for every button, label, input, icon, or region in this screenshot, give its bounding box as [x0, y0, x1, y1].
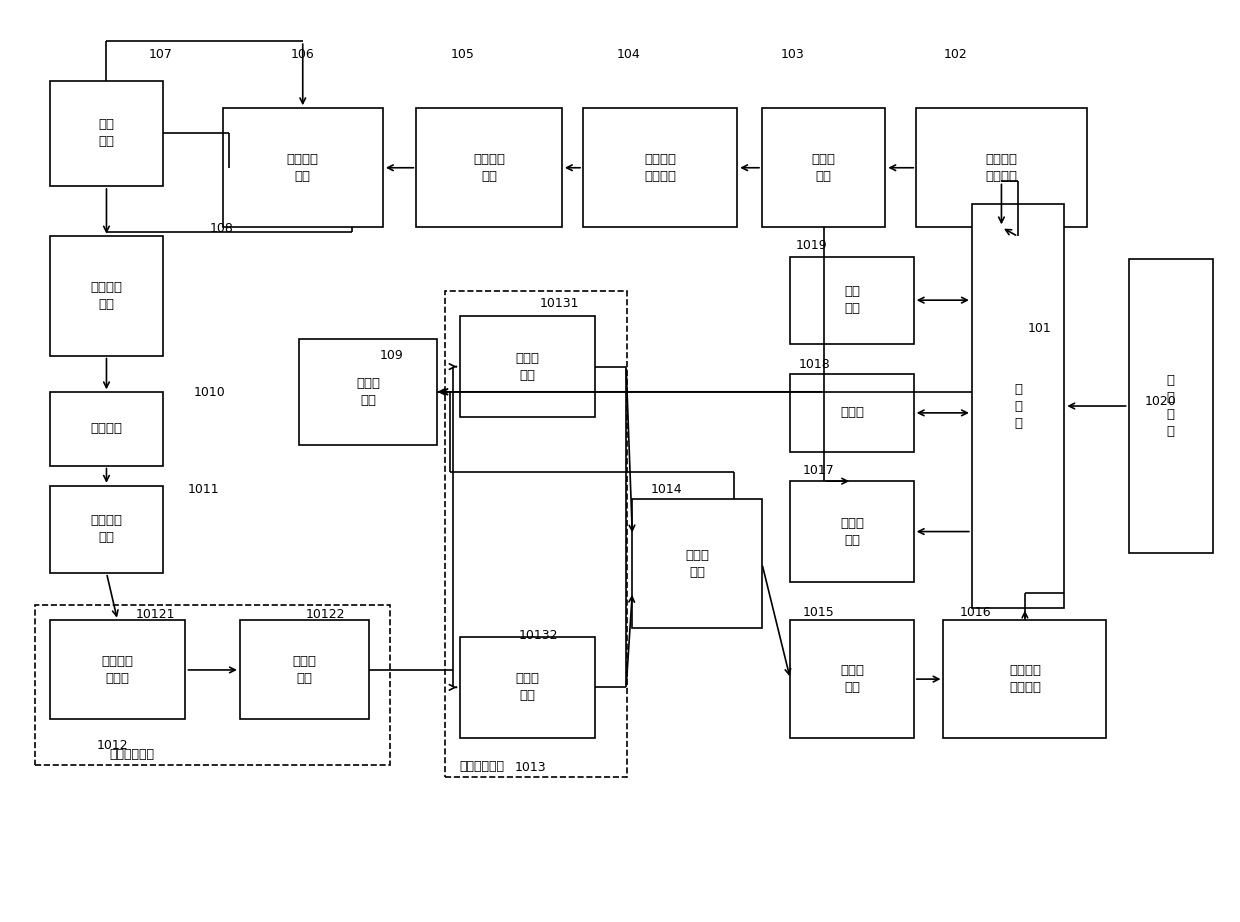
Text: 滖回比
较器: 滖回比 较器	[516, 672, 539, 703]
Text: 单
片
机: 单 片 机	[1014, 383, 1022, 430]
Bar	[35, 605, 391, 765]
Text: 按键组: 按键组	[839, 407, 864, 420]
Text: 阻抗匹配
电路: 阻抗匹配 电路	[91, 514, 123, 544]
Text: 输出光电
隔离电路: 输出光电 隔离电路	[986, 153, 1018, 183]
Text: 101: 101	[1028, 322, 1052, 335]
Text: 1012: 1012	[97, 739, 128, 752]
Text: 1010: 1010	[195, 385, 226, 398]
Bar	[445, 291, 627, 777]
Bar	[761, 108, 885, 228]
Text: 输入光电
隔离电路: 输入光电 隔离电路	[1009, 664, 1040, 694]
Text: 超声波换
能器: 超声波换 能器	[91, 281, 123, 311]
Text: 阻尼
电路: 阻尼 电路	[98, 118, 114, 148]
Text: 液晶显
示屏: 液晶显 示屏	[839, 516, 864, 547]
Bar	[460, 637, 595, 738]
Text: 10131: 10131	[539, 297, 579, 310]
Text: 1015: 1015	[802, 606, 835, 619]
Bar	[944, 621, 1106, 738]
Text: 1013: 1013	[515, 762, 547, 774]
Text: 109: 109	[379, 349, 403, 362]
Text: 高压脉冲
电路: 高压脉冲 电路	[286, 153, 319, 183]
Text: 温度传
感器: 温度传 感器	[356, 377, 381, 407]
Text: 106: 106	[290, 49, 314, 62]
Bar	[222, 108, 383, 228]
Text: 107: 107	[149, 49, 172, 62]
Text: 1018: 1018	[799, 358, 831, 372]
Text: 直流升压
电路: 直流升压 电路	[474, 153, 505, 183]
Text: 信号输
出端: 信号输 出端	[812, 153, 836, 183]
Text: 放大滤波电路: 放大滤波电路	[109, 748, 154, 761]
Text: 1011: 1011	[188, 483, 219, 496]
Text: 限幅电路: 限幅电路	[91, 422, 123, 435]
Bar	[460, 316, 595, 417]
Text: 10132: 10132	[518, 630, 558, 643]
Bar	[50, 621, 186, 719]
Text: 过零比
较器: 过零比 较器	[516, 351, 539, 382]
Bar	[583, 108, 738, 228]
Text: 电
源
电
路: 电 源 电 路	[1167, 374, 1174, 438]
Bar	[50, 486, 164, 573]
Text: 102: 102	[944, 49, 967, 62]
Text: 1016: 1016	[960, 606, 991, 619]
Bar	[972, 205, 1064, 608]
Bar	[916, 108, 1086, 228]
Text: 105: 105	[451, 49, 475, 62]
Bar	[50, 392, 164, 466]
Text: 104: 104	[616, 49, 640, 62]
Text: 信号输
出端: 信号输 出端	[839, 664, 864, 694]
Text: 10122: 10122	[305, 609, 345, 621]
Text: 108: 108	[210, 221, 234, 234]
Text: 过零检测电路: 过零检测电路	[460, 760, 505, 773]
Bar	[790, 256, 914, 344]
Text: 带通滤
波器: 带通滤 波器	[293, 655, 316, 685]
Text: 1020: 1020	[1145, 395, 1177, 408]
Text: 通信
端口: 通信 端口	[844, 285, 861, 315]
Text: 高速运算
放大器: 高速运算 放大器	[102, 655, 134, 685]
Bar	[790, 481, 914, 582]
Bar	[790, 374, 914, 452]
Text: 场效应管
驱动电路: 场效应管 驱动电路	[644, 153, 676, 183]
Bar	[50, 236, 164, 356]
Bar	[790, 621, 914, 738]
Text: 10121: 10121	[136, 609, 176, 621]
Text: 103: 103	[780, 49, 805, 62]
Bar	[50, 81, 164, 186]
Bar	[417, 108, 562, 228]
Bar	[299, 339, 438, 444]
Text: 逻辑门
电路: 逻辑门 电路	[686, 549, 709, 579]
Text: 1017: 1017	[802, 465, 835, 478]
Text: 1019: 1019	[795, 239, 827, 252]
Bar	[632, 500, 761, 628]
Text: 1014: 1014	[651, 483, 682, 496]
Bar	[1128, 259, 1213, 552]
Bar	[239, 621, 370, 719]
